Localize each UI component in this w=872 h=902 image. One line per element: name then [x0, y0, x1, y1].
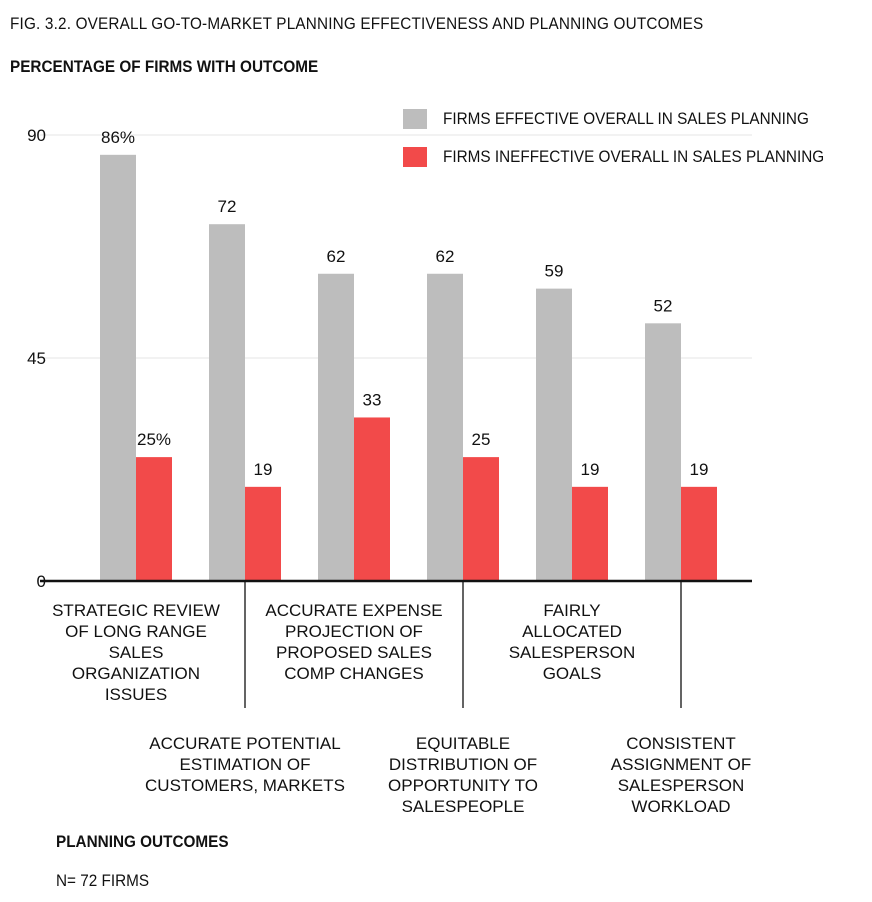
bar-ineffective-6	[681, 486, 717, 581]
data-label-ineffective-3: 33	[363, 390, 382, 409]
category-label-1-line-1: STRATEGIC REVIEW	[52, 601, 220, 620]
legend-swatch-effective	[403, 109, 427, 129]
data-label-effective-6: 52	[654, 296, 673, 315]
category-label-4-line-3: OPPORTUNITY TO	[388, 776, 538, 795]
category-label-2-line-3: CUSTOMERS, MARKETS	[145, 776, 345, 795]
data-label-ineffective-6: 19	[690, 460, 709, 479]
category-label-5-line-4: GOALS	[543, 664, 602, 683]
bar-effective-4	[427, 273, 463, 581]
legend-label-effective: FIRMS EFFECTIVE OVERALL IN SALES PLANNIN…	[443, 109, 809, 128]
y-tick-label-90: 90	[27, 126, 46, 145]
data-label-effective-1: 86%	[101, 128, 135, 147]
bar-effective-1	[100, 154, 136, 582]
bar-ineffective-3	[354, 417, 390, 581]
category-label-5-line-1: FAIRLY	[543, 601, 600, 620]
data-label-ineffective-4: 25	[472, 430, 491, 449]
bar-effective-5	[536, 288, 572, 581]
data-label-effective-2: 72	[218, 197, 237, 216]
category-label-1-line-2: OF LONG RANGE	[65, 622, 207, 641]
bar-effective-3	[318, 273, 354, 581]
category-label-3-line-3: PROPOSED SALES	[276, 643, 432, 662]
category-label-6-line-3: SALESPERSON	[618, 776, 745, 795]
bar-ineffective-4	[463, 457, 499, 581]
category-label-1-line-5: ISSUES	[105, 685, 167, 704]
figure-title: FIG. 3.2. OVERALL GO-TO-MARKET PLANNING …	[10, 14, 704, 33]
bar-ineffective-1	[136, 457, 172, 581]
category-label-4-line-1: EQUITABLE	[416, 734, 510, 753]
category-label-1-line-4: ORGANIZATION	[72, 664, 200, 683]
bar-ineffective-2	[245, 486, 281, 581]
y-tick-label-45: 45	[27, 349, 46, 368]
data-label-effective-5: 59	[545, 262, 564, 281]
category-label-3-line-2: PROJECTION OF	[285, 622, 423, 641]
data-label-effective-4: 62	[436, 247, 455, 266]
category-label-4-line-4: SALESPEOPLE	[402, 797, 525, 816]
category-label-5-line-2: ALLOCATED	[522, 622, 622, 641]
bar-ineffective-5	[572, 486, 608, 581]
category-label-4-line-2: DISTRIBUTION OF	[389, 755, 537, 774]
legend-label-ineffective: FIRMS INEFFECTIVE OVERALL IN SALES PLANN…	[443, 147, 825, 166]
category-label-6-line-4: WORKLOAD	[631, 797, 730, 816]
category-label-3-line-4: COMP CHANGES	[284, 664, 424, 683]
data-label-ineffective-1: 25%	[137, 430, 171, 449]
legend-item-ineffective: FIRMS INEFFECTIVE OVERALL IN SALES PLANN…	[403, 147, 867, 167]
category-label-5-line-3: SALESPERSON	[509, 643, 636, 662]
category-label-2-line-2: ESTIMATION OF	[180, 755, 311, 774]
x-axis-title: PLANNING OUTCOMES	[56, 832, 229, 851]
bar-effective-2	[209, 224, 245, 581]
legend-swatch-ineffective	[403, 147, 427, 167]
data-label-ineffective-2: 19	[254, 460, 273, 479]
data-label-effective-3: 62	[327, 247, 346, 266]
category-label-3-line-1: ACCURATE EXPENSE	[265, 601, 442, 620]
category-label-6-line-1: CONSISTENT	[626, 734, 736, 753]
category-label-6-line-2: ASSIGNMENT OF	[611, 755, 751, 774]
bar-effective-6	[645, 323, 681, 581]
category-label-2-line-1: ACCURATE POTENTIAL	[149, 734, 340, 753]
category-label-1-line-3: SALES	[109, 643, 164, 662]
data-label-ineffective-5: 19	[581, 460, 600, 479]
y-axis-title: PERCENTAGE OF FIRMS WITH OUTCOME	[10, 57, 319, 76]
sample-size-note: N= 72 FIRMS	[56, 871, 150, 890]
legend-item-effective: FIRMS EFFECTIVE OVERALL IN SALES PLANNIN…	[403, 109, 850, 129]
